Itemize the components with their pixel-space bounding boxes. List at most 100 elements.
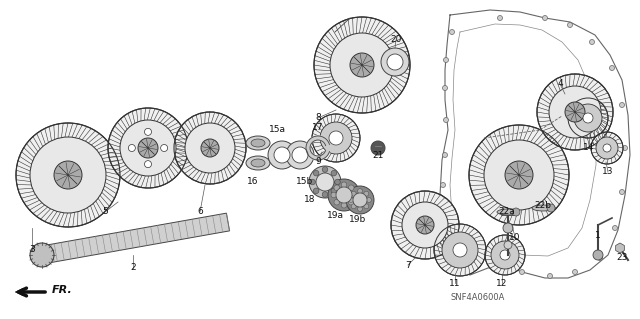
Circle shape	[161, 145, 168, 152]
Ellipse shape	[251, 139, 265, 147]
Circle shape	[547, 204, 555, 212]
Circle shape	[505, 161, 533, 189]
Text: 15a: 15a	[269, 125, 285, 135]
Circle shape	[623, 145, 627, 151]
Circle shape	[589, 40, 595, 44]
Circle shape	[292, 147, 308, 163]
Circle shape	[30, 137, 106, 213]
Circle shape	[609, 65, 614, 70]
Circle shape	[596, 137, 618, 159]
Circle shape	[442, 85, 447, 91]
Text: 9: 9	[315, 158, 321, 167]
Text: 2: 2	[130, 263, 136, 272]
Circle shape	[364, 204, 369, 209]
Text: 12: 12	[496, 278, 508, 287]
Circle shape	[351, 192, 357, 198]
Text: 11: 11	[449, 278, 461, 287]
Circle shape	[331, 188, 337, 194]
Circle shape	[314, 170, 319, 176]
Text: 22b: 22b	[534, 201, 552, 210]
Text: 14: 14	[583, 144, 595, 152]
Circle shape	[371, 141, 385, 155]
Text: 21: 21	[372, 151, 384, 160]
Circle shape	[453, 243, 467, 257]
Circle shape	[348, 185, 354, 190]
Circle shape	[568, 23, 573, 27]
Circle shape	[274, 147, 290, 163]
Text: 19b: 19b	[349, 216, 367, 225]
Circle shape	[331, 192, 337, 198]
Circle shape	[458, 268, 463, 272]
Circle shape	[201, 139, 219, 157]
Circle shape	[286, 141, 314, 169]
Circle shape	[54, 161, 82, 189]
Circle shape	[120, 120, 176, 176]
Text: FR.: FR.	[52, 285, 73, 295]
Circle shape	[364, 191, 369, 196]
Circle shape	[402, 202, 448, 248]
Polygon shape	[40, 213, 230, 264]
Text: 6: 6	[197, 207, 203, 217]
Circle shape	[449, 29, 454, 34]
Text: 16: 16	[247, 177, 259, 187]
Circle shape	[520, 270, 525, 275]
Circle shape	[328, 179, 360, 211]
Circle shape	[444, 57, 449, 63]
Text: 19a: 19a	[326, 211, 344, 219]
Polygon shape	[306, 136, 330, 160]
Circle shape	[565, 102, 585, 122]
Circle shape	[440, 218, 445, 222]
Circle shape	[591, 132, 623, 164]
Circle shape	[444, 117, 449, 122]
Circle shape	[537, 74, 613, 150]
Circle shape	[593, 250, 603, 260]
Circle shape	[568, 98, 608, 138]
Circle shape	[543, 16, 547, 20]
Circle shape	[312, 114, 360, 162]
Circle shape	[129, 145, 135, 152]
Ellipse shape	[532, 205, 554, 211]
Circle shape	[348, 199, 354, 205]
Circle shape	[145, 128, 152, 135]
Circle shape	[391, 191, 459, 259]
Circle shape	[316, 173, 334, 191]
Circle shape	[351, 204, 356, 209]
Circle shape	[268, 141, 296, 169]
Text: 8: 8	[315, 114, 321, 122]
Circle shape	[547, 273, 552, 278]
Circle shape	[442, 232, 478, 268]
Text: 18: 18	[304, 196, 316, 204]
Text: 17: 17	[312, 123, 324, 132]
Circle shape	[341, 182, 347, 188]
Text: 20: 20	[390, 35, 402, 44]
Circle shape	[620, 189, 625, 195]
Text: 13: 13	[602, 167, 614, 176]
Circle shape	[358, 189, 362, 194]
Circle shape	[336, 187, 352, 203]
Circle shape	[485, 235, 525, 275]
Circle shape	[351, 191, 356, 196]
Circle shape	[350, 53, 374, 77]
Circle shape	[381, 48, 409, 76]
Circle shape	[583, 113, 593, 123]
Circle shape	[598, 256, 602, 261]
Text: 4: 4	[557, 79, 563, 88]
Circle shape	[442, 152, 447, 158]
Ellipse shape	[497, 209, 519, 215]
Circle shape	[358, 206, 362, 211]
Text: 10: 10	[509, 233, 521, 241]
Circle shape	[334, 185, 340, 190]
Circle shape	[484, 140, 554, 210]
Circle shape	[612, 226, 618, 231]
Circle shape	[491, 241, 519, 269]
Text: 5: 5	[102, 207, 108, 217]
Text: 22a: 22a	[499, 207, 515, 217]
Circle shape	[500, 250, 510, 260]
Circle shape	[573, 270, 577, 275]
Circle shape	[331, 170, 337, 176]
Circle shape	[353, 193, 367, 207]
Ellipse shape	[246, 136, 270, 150]
Circle shape	[322, 167, 328, 172]
Ellipse shape	[251, 159, 265, 167]
Circle shape	[620, 102, 625, 108]
